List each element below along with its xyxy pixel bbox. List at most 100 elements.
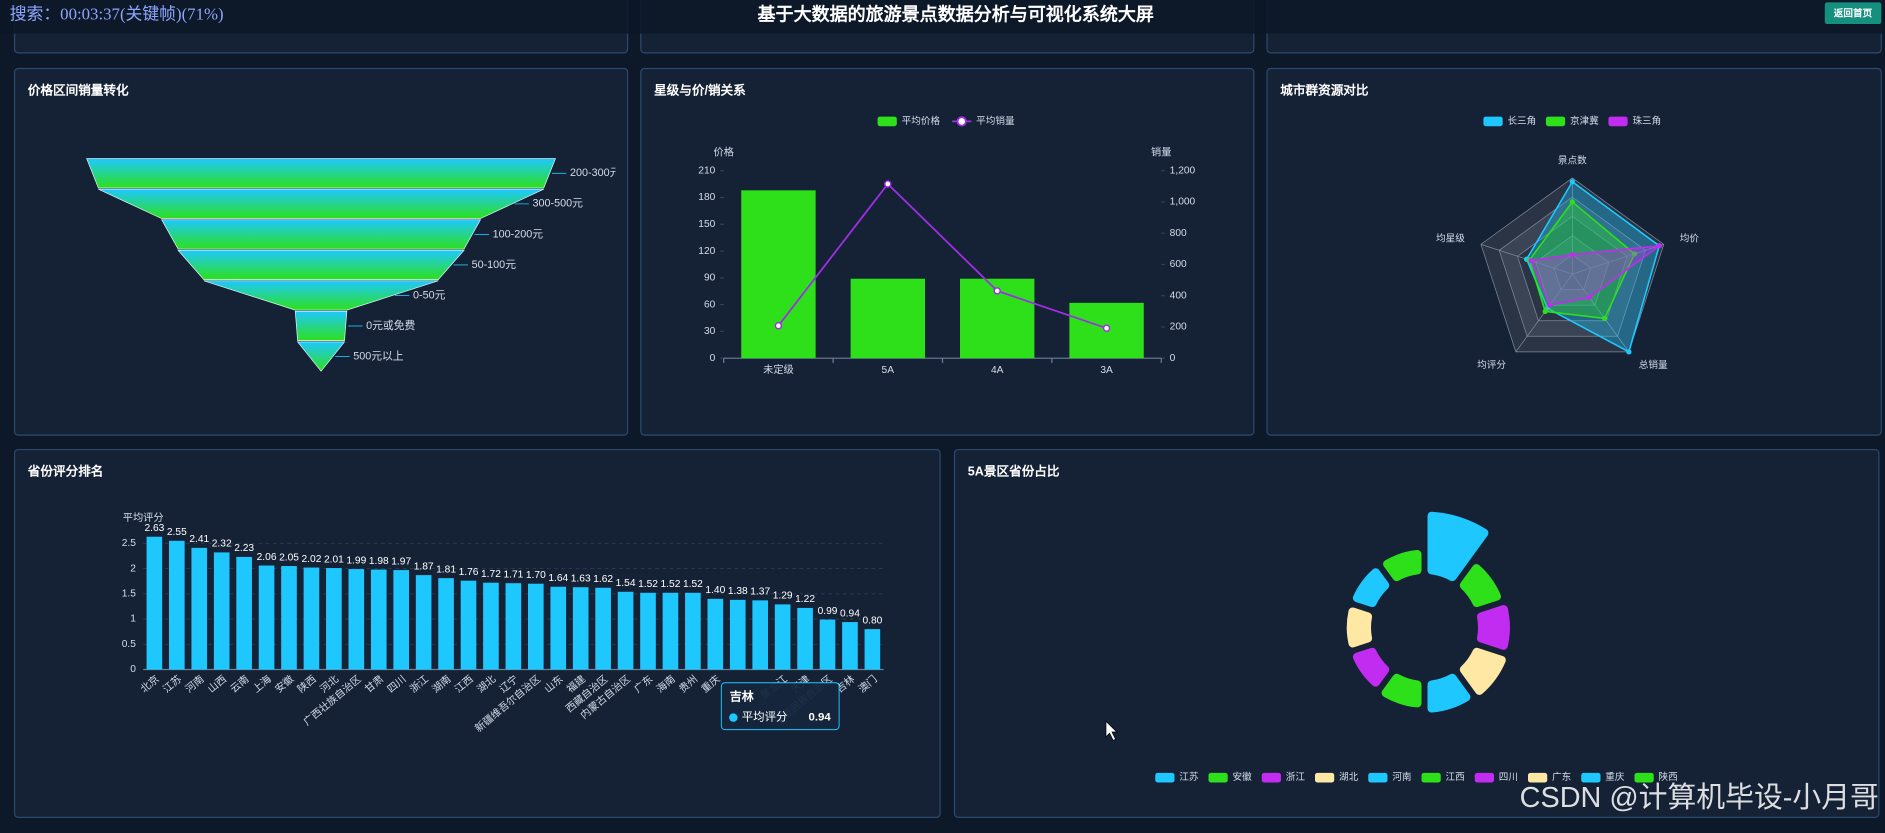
pie-slice xyxy=(1459,647,1506,695)
legend-swatch xyxy=(1474,772,1494,783)
value-label: 1.71 xyxy=(503,569,523,580)
legend-swatch xyxy=(1261,772,1281,783)
y2-tick-label: 800 xyxy=(1170,228,1187,239)
bar xyxy=(850,278,925,359)
bar xyxy=(842,622,858,670)
value-label: 1.38 xyxy=(728,586,748,597)
value-label: 1.52 xyxy=(683,579,703,590)
y-tick-label: 180 xyxy=(698,192,715,203)
funnel-segment xyxy=(177,249,465,280)
funnel-label: 50-100元 xyxy=(472,259,517,271)
radar-point xyxy=(1542,308,1548,315)
chart: 价格区间销量转化 200-300元 300-500元 100-200元 50-100元 0… xyxy=(28,83,616,372)
radar-point xyxy=(1586,294,1592,301)
bar xyxy=(528,583,544,670)
bar xyxy=(348,569,365,670)
bar xyxy=(303,567,320,670)
tooltip-box xyxy=(720,682,840,731)
radar-area xyxy=(1530,244,1663,307)
funnel-segment xyxy=(203,280,439,311)
pie-slice xyxy=(1352,568,1390,608)
y-tick-label: 0.5 xyxy=(122,639,137,650)
y-tick-label: 0 xyxy=(710,353,716,364)
y-tick-label: 1 xyxy=(130,614,136,625)
y-axis-name: 平均评分 xyxy=(123,512,164,524)
radar-indicator: 均价 xyxy=(1680,233,1700,245)
radar-indicator: 均评分 xyxy=(1477,359,1506,371)
radar-point xyxy=(1547,302,1553,308)
bar xyxy=(550,586,567,670)
y-tick-label: 30 xyxy=(704,326,716,337)
value-label: 1.63 xyxy=(571,574,591,585)
legend-label: 江苏 xyxy=(1179,771,1199,783)
value-label: 2.05 xyxy=(279,552,299,563)
pie-slice xyxy=(1383,550,1422,582)
line-point xyxy=(884,180,892,188)
funnel-segment xyxy=(296,341,346,372)
bar xyxy=(258,565,275,670)
radar-point xyxy=(1569,252,1576,258)
bar xyxy=(213,552,230,670)
legend-dot xyxy=(956,116,967,127)
y2-tick-label: 200 xyxy=(1170,322,1187,333)
value-label: 2.63 xyxy=(144,523,164,534)
value-label: 2.55 xyxy=(167,527,187,538)
funnel-label: 500元以上 xyxy=(353,349,404,362)
legend-swatch xyxy=(1634,772,1654,783)
funnel-segment xyxy=(98,188,544,219)
value-label: 2.02 xyxy=(302,554,322,565)
radar-point xyxy=(1626,349,1632,355)
watermark: CSDN @计算机毕设-小月哥 xyxy=(1520,782,1879,814)
legend-swatch xyxy=(1315,772,1335,783)
legend-swatch xyxy=(1545,116,1566,127)
bar xyxy=(505,583,522,670)
funnel-label: 300-500元 xyxy=(533,198,584,210)
y-tick-label: 120 xyxy=(698,246,715,257)
legend-label: 平均价格 xyxy=(902,115,941,127)
bar xyxy=(707,598,724,670)
chart-title: 价格区间销量转化 xyxy=(28,83,129,98)
bar xyxy=(774,604,791,670)
chart-title: 城市群资源对比 xyxy=(1280,83,1369,98)
y-tick-label: 2 xyxy=(130,563,136,574)
cursor xyxy=(1105,720,1118,741)
home-button[interactable] xyxy=(1824,2,1882,25)
y-tick-label: 60 xyxy=(704,299,716,310)
bar xyxy=(662,592,679,670)
tooltip-title: 吉林 xyxy=(730,688,755,703)
line-point xyxy=(774,321,783,330)
radar-spoke xyxy=(1572,273,1630,353)
legend-swatch xyxy=(1608,116,1628,127)
value-label: 2.23 xyxy=(234,543,254,554)
bar xyxy=(326,568,342,670)
legend-swatch xyxy=(1421,772,1441,783)
bar xyxy=(797,607,813,670)
bar xyxy=(741,190,816,359)
page-title: 基于大数据的旅游景点数据分析与可视化系统大屏 xyxy=(757,3,1154,24)
home-button-label[interactable]: 返回首页 xyxy=(1834,7,1873,19)
bar xyxy=(483,582,499,670)
legend-label: 江西 xyxy=(1446,772,1466,783)
legend-label: 广东 xyxy=(1552,771,1572,783)
value-label: 1.52 xyxy=(638,579,658,590)
bar xyxy=(572,587,589,670)
y-tick-label: 0 xyxy=(130,664,136,675)
legend-label: 陕西 xyxy=(1659,771,1679,783)
bar xyxy=(191,547,208,670)
bar xyxy=(393,570,410,670)
bar xyxy=(685,592,701,670)
bar xyxy=(729,599,746,670)
chart-title: 5A景区省份占比 xyxy=(968,464,1060,479)
value-label: 0.80 xyxy=(862,615,882,626)
line-point xyxy=(1102,324,1111,332)
bar xyxy=(438,578,454,670)
bar xyxy=(640,592,656,670)
radar-indicator: 总销量 xyxy=(1639,359,1668,371)
radar-point xyxy=(1631,251,1638,257)
header-bar xyxy=(0,0,1885,34)
radar-point xyxy=(1528,258,1534,264)
legend-label: 浙江 xyxy=(1286,771,1306,783)
legend-label: 长三角 xyxy=(1507,115,1536,127)
